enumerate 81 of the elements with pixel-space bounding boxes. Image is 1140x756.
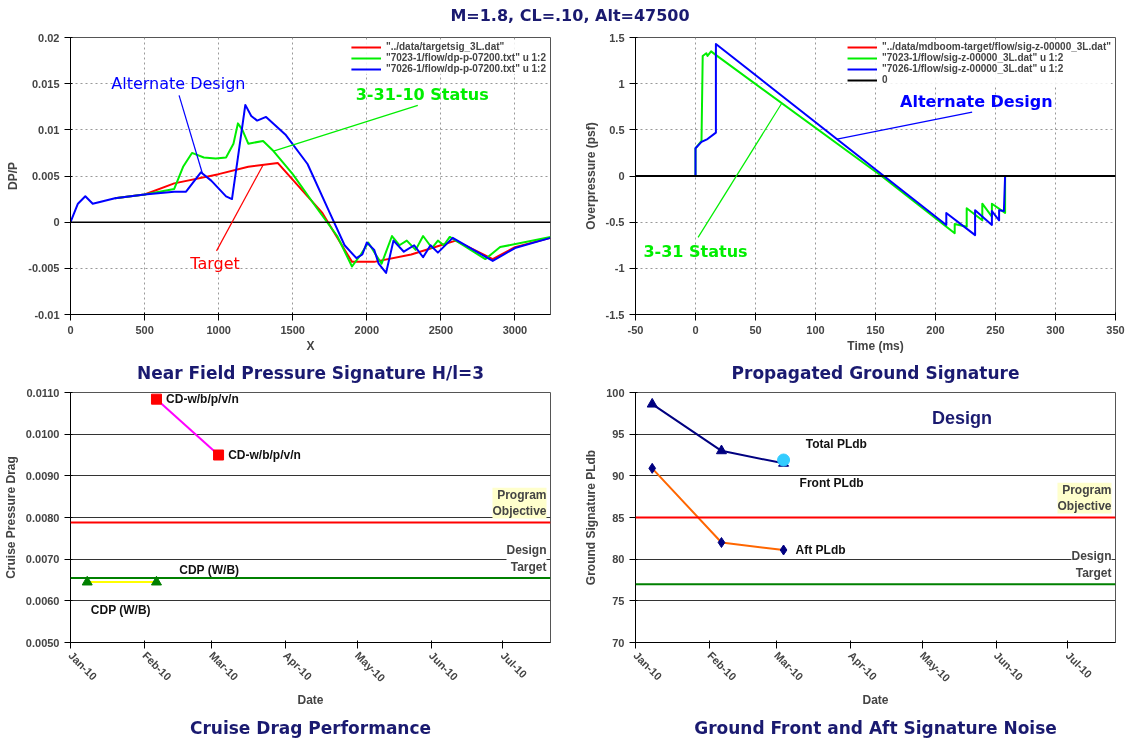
y-tick-label: 0.0070 [25,553,60,566]
legend-label: "7026-1/flow/dp-p-07200.txt" u 1:2 [385,63,546,74]
x-tick-label: 50 [749,323,762,336]
text: Propagated Ground Signature [731,362,1020,383]
y-tick-label: -0.5 [605,216,625,229]
y-tick-label: 90 [612,469,625,482]
y-tick-label: 95 [612,428,625,441]
y-tick-label: 0.02 [38,31,60,44]
annotation: Target [189,253,240,273]
x-tick-label: 2000 [354,323,380,336]
x-tick-label: 300 [1046,323,1065,336]
x-axis-title: Date [862,693,889,708]
x-tick-label: 350 [1106,323,1125,336]
annotation: Front PLdb [799,476,864,491]
ref-line-label: Design Target [506,543,547,574]
y-tick-label: 0.0110 [26,386,60,399]
annotation: 3-31-10 Status [355,84,489,104]
y-tick-label: 70 [612,636,625,649]
x-tick-label: 2500 [428,323,454,336]
x-tick-label: 100 [806,323,825,336]
legend-label: "7026-1/flow/sig-z-00000_3L.dat" u 1:2 [882,63,1064,74]
legend-label: 0 [882,74,888,85]
y-tick-label: 85 [612,511,625,524]
x-tick-label: 1500 [280,323,305,336]
y-tick-label: 0.01 [38,123,60,136]
y-tick-label: 100 [606,386,625,399]
ref-line-label: Program Objective [492,487,547,519]
annotation: Total PLdb [805,436,867,451]
y-tick-label: 0.015 [31,77,60,90]
annotation: CDP (W/B) [90,602,151,617]
legend-label: "7023-1/flow/sig-z-00000_3L.dat" u 1:2 [882,52,1064,63]
y-tick-label: 0 [53,216,60,229]
y-tick-label: 1.5 [609,31,625,44]
x-tick-label: 500 [135,323,154,336]
y-tick-label: 0.0100 [25,428,60,441]
y-axis-title: DP/P [6,161,21,190]
legend-label: "7023-1/flow/dp-p-07200.txt" u 1:2 [385,52,546,63]
y-tick-label: 0.0090 [25,469,60,482]
annotation: Alternate Design [111,73,246,93]
annotation: Design [931,407,992,428]
y-tick-label: 80 [612,553,625,566]
legend-label: "../data/mdboom-target/flow/sig-z-00000_3L.dat" [882,41,1111,52]
ref-line-label: Design Target [1071,549,1112,581]
y-tick-label: 0.005 [31,170,60,182]
annotation: Alternate Design [900,92,1053,112]
y-tick-label: 0.0050 [25,636,60,649]
y-tick-label: 0 [618,170,625,182]
y-tick-label: -0.01 [34,308,60,321]
x-tick-label: 3000 [502,323,528,336]
y-tick-label: 0.5 [609,123,625,136]
x-tick-label: 0 [692,323,699,336]
ref-line-label: Program Objective [1057,482,1112,514]
text: M=1.8, CL=.10, Alt=47500 [450,5,690,27]
annotation: CD-w/b/p/v/n [166,392,239,407]
annotation: CD-w/b/p/v/n [228,448,301,462]
x-tick-label: 0 [67,323,74,336]
text: Near Field Pressure Signature H/l=3 [136,362,485,383]
y-tick-label: 0.0060 [25,594,60,607]
x-tick-label: 200 [926,323,945,336]
x-axis-title: X [306,338,315,353]
y-tick-label: 1 [618,77,625,90]
x-tick-label: 250 [986,323,1005,336]
y-tick-label: -0.005 [28,262,60,275]
legend-label: "../data/targetsig_3L.dat" [385,41,505,52]
x-axis-title: Time (ms) [847,338,904,353]
y-tick-label: -1.5 [605,308,625,321]
y-tick-label: -1 [614,262,625,275]
y-axis-title: Ground Signature PLdb [584,449,599,586]
annotation: Aft PLdb [795,543,846,557]
y-tick-label: 0.0080 [25,511,60,524]
x-axis-title: Date [297,693,324,708]
annotation: CDP (W/B) [179,562,240,577]
text: Cruise Drag Performance [189,717,432,738]
annotation: 3-31 Status [643,241,748,261]
x-tick-label: 1000 [206,323,231,336]
text: Ground Front and Aft Signature Noise [694,717,1057,738]
y-axis-title: Cruise Pressure Drag [3,456,18,579]
x-tick-label: -50 [627,323,644,336]
y-tick-label: 75 [612,594,625,607]
x-tick-label: 150 [866,323,885,336]
y-axis-title: Overpressure (psf) [583,122,598,230]
